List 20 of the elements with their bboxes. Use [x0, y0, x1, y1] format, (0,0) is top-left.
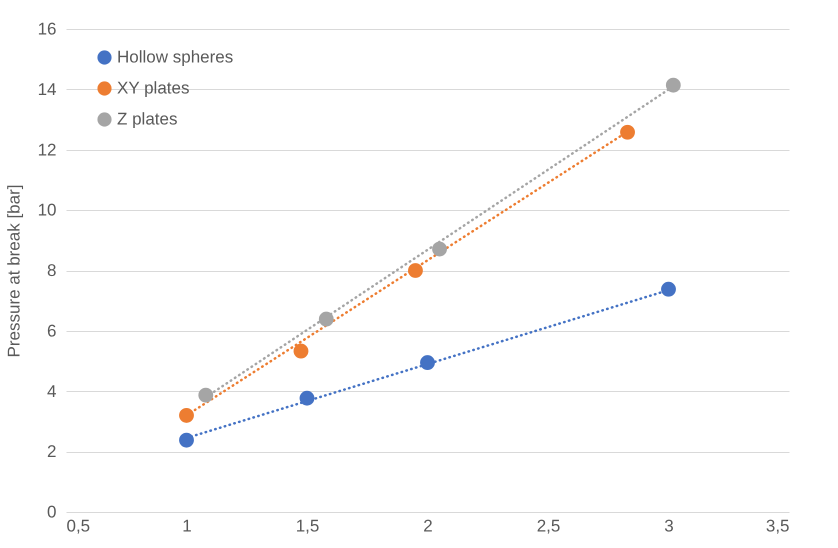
- x-tick-label: 3,5: [766, 516, 790, 536]
- y-tick-label: 8: [47, 261, 56, 280]
- x-tick-label: 1,5: [296, 516, 320, 536]
- y-tick-label: 14: [38, 80, 56, 99]
- legend-label: Hollow spheres: [117, 48, 234, 66]
- x-tick-label: 2,5: [536, 516, 560, 536]
- x-tick-label: 1: [182, 516, 192, 536]
- x-tick-label: 3: [664, 516, 674, 536]
- y-tick-label: 4: [47, 382, 56, 401]
- legend-label: Z plates: [117, 110, 178, 128]
- y-tick-label: 0: [47, 502, 56, 522]
- y-tick-label: 6: [47, 321, 56, 340]
- x-tick-label: 2: [423, 516, 433, 536]
- y-axis-title: Pressure at break [bar]: [4, 184, 24, 358]
- y-tick-label: 12: [38, 140, 56, 160]
- x-tick-label: 0,5: [66, 516, 90, 536]
- y-tick-label: 16: [38, 20, 56, 38]
- legend-label: XY plates: [117, 78, 190, 98]
- y-tick-label: 2: [47, 442, 56, 462]
- y-tick-label: 10: [38, 200, 56, 220]
